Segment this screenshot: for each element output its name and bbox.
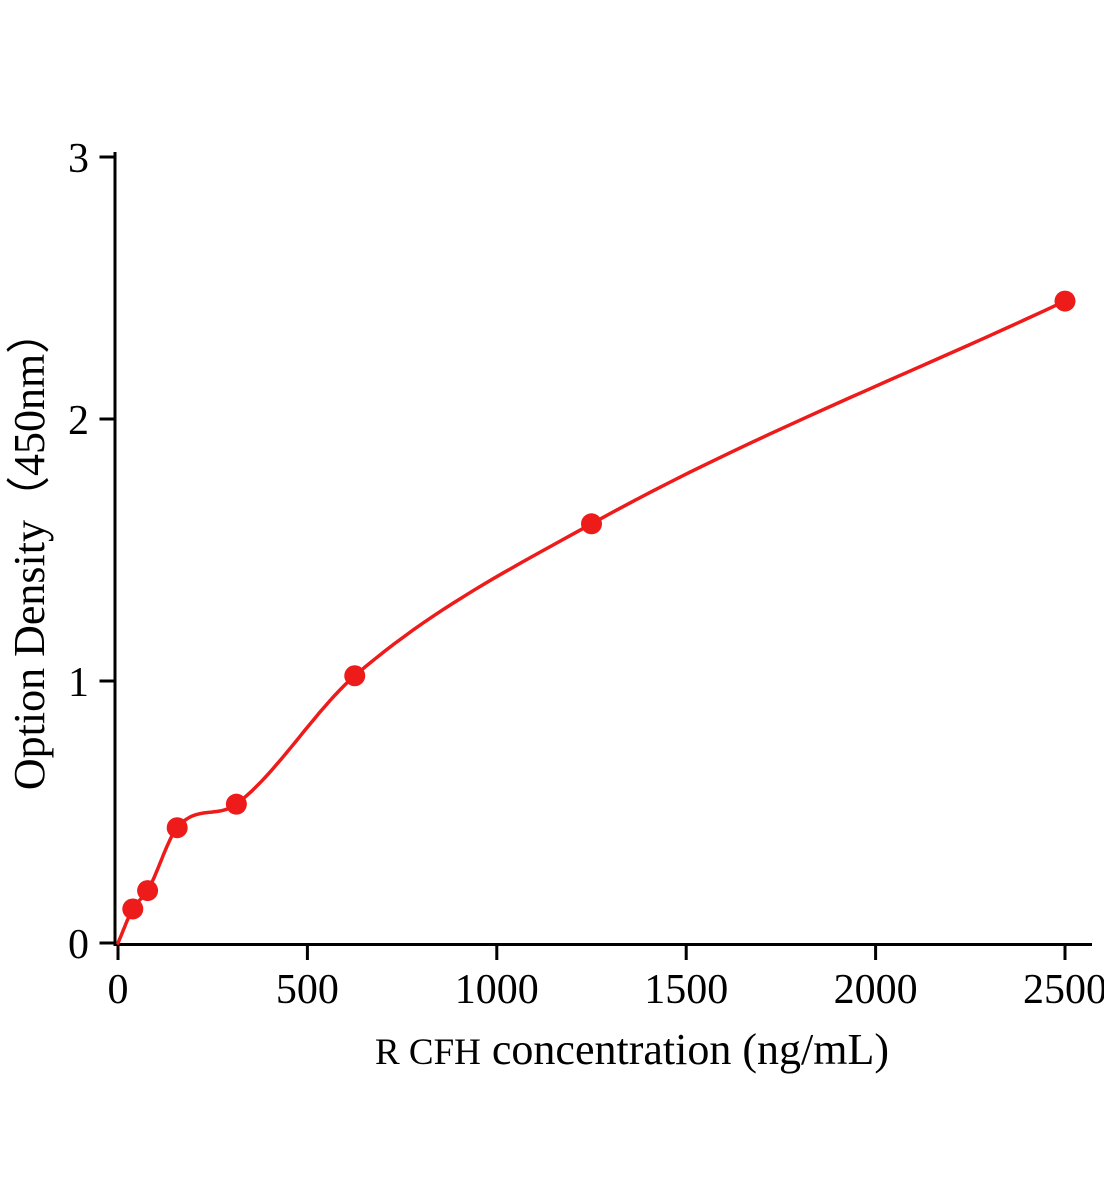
y-tick-label: 0	[68, 922, 89, 968]
x-tick-label: 2000	[834, 967, 918, 1013]
x-tick-label: 500	[276, 967, 339, 1013]
data-point	[344, 665, 366, 687]
y-tick-label: 3	[68, 136, 89, 182]
x-axis-label: R CFH concentration (ng/mL)	[375, 1025, 889, 1074]
y-tick-label: 2	[68, 398, 89, 444]
data-point	[122, 898, 144, 920]
data-point	[166, 817, 188, 839]
plot-area: 0 500 1000 1500 2000 2500 0 1 2 3	[68, 136, 1104, 1013]
fitted-curve	[116, 299, 1067, 945]
y-tick-label: 1	[68, 660, 89, 706]
y-axis-label: Option Density（450nm）	[5, 310, 54, 790]
x-tick-label: 2500	[1023, 967, 1104, 1013]
x-axis-label-suffix: concentration (ng/mL)	[481, 1025, 889, 1074]
x-axis-label-prefix: R CFH	[375, 1032, 481, 1073]
data-point	[581, 513, 602, 535]
x-tick-label: 1000	[455, 967, 539, 1013]
x-tick-label: 0	[108, 967, 129, 1013]
data-point	[137, 880, 159, 902]
x-tick-label: 1500	[644, 967, 728, 1013]
data-point	[1054, 290, 1076, 312]
data-point	[225, 793, 247, 815]
